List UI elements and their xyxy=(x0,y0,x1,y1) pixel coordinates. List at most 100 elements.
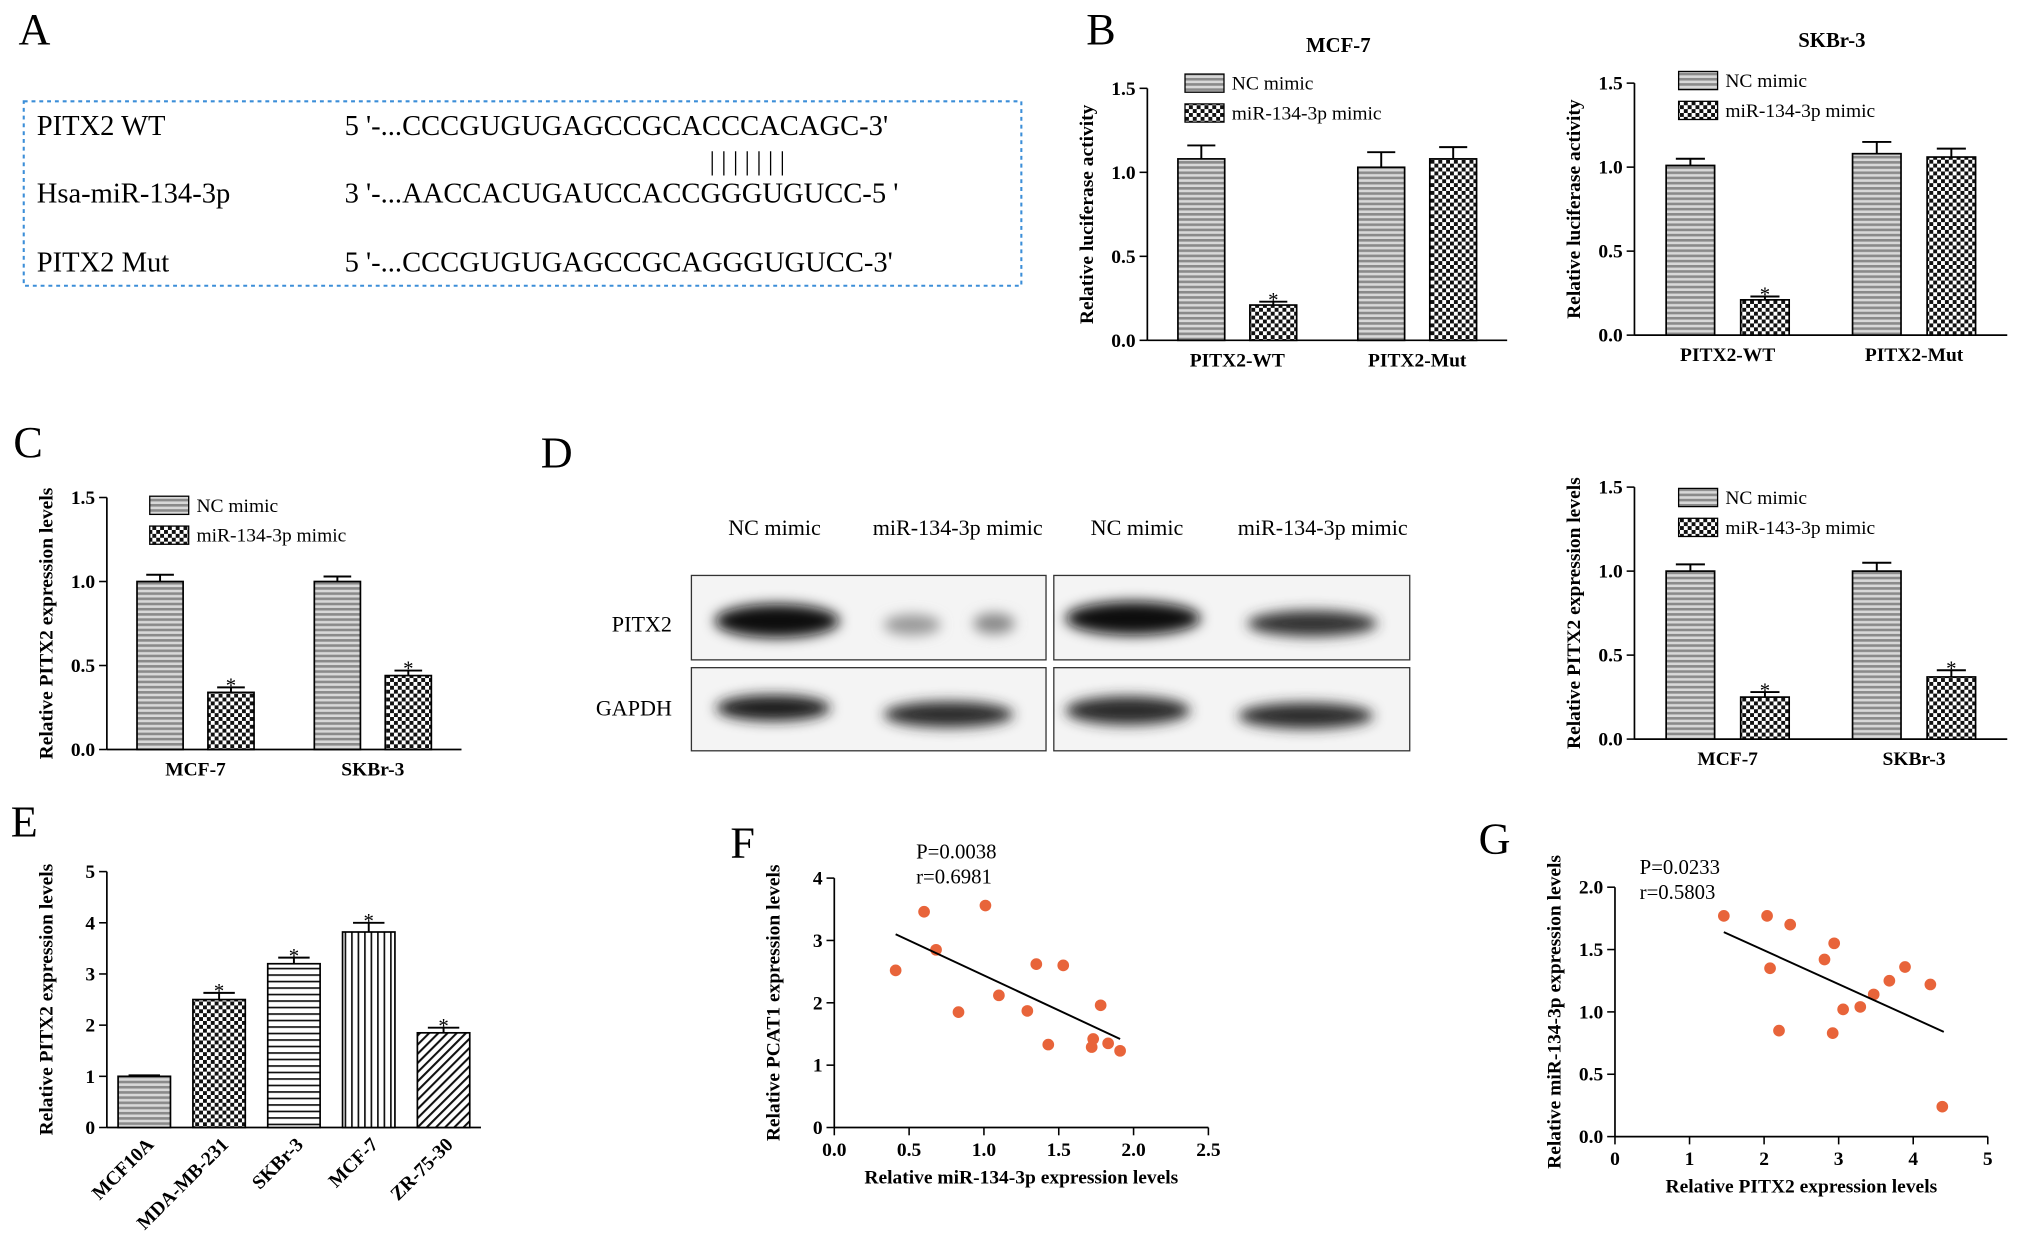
y-tick-label: 0.0 xyxy=(1598,326,1622,347)
y-tick-label: 0.0 xyxy=(71,740,95,761)
legend-label: miR-143-3p mimic xyxy=(1725,518,1875,539)
y-tick-label: 0.5 xyxy=(1111,247,1136,268)
bar xyxy=(1665,570,1716,740)
bar xyxy=(384,674,433,751)
legend-swatch xyxy=(1677,487,1719,508)
y-tick-label: 0 xyxy=(813,1118,823,1139)
blot-row-label: PITX2 xyxy=(612,611,672,636)
annotation: r=0.6981 xyxy=(916,865,992,888)
x-tick-label: 0.0 xyxy=(822,1140,846,1161)
x-tick-label: PITX2-Mut xyxy=(1368,350,1467,371)
band xyxy=(1247,610,1378,637)
point xyxy=(1717,910,1730,922)
significance-mark: * xyxy=(1946,657,1956,680)
y-axis-label: Relative PITX2 expression levels xyxy=(1564,477,1585,749)
y-tick-label: 1.5 xyxy=(1111,79,1136,100)
significance-mark: * xyxy=(289,945,299,968)
band xyxy=(1065,696,1191,725)
significance-mark: * xyxy=(1760,284,1770,307)
y-axis-label: Relative PITX2 expression levels xyxy=(36,487,57,759)
sequence-rows: PITX2 WT 5 '-...CCCGUGUGAGCCGCACCCACAGC-… xyxy=(37,111,899,278)
y-tick-label: 1.5 xyxy=(1598,478,1623,499)
sequence: 5 '-...CCCGUGUGAGCCGCACCCACAGC-3' xyxy=(345,111,889,142)
y-tick-label: 2 xyxy=(813,993,823,1014)
y-tick-label: 1.0 xyxy=(1579,1002,1603,1023)
annotation: P=0.0233 xyxy=(1640,856,1720,879)
x-tick-label: 4 xyxy=(1908,1149,1918,1170)
point xyxy=(993,989,1005,1002)
significance-mark: * xyxy=(214,980,224,1003)
point xyxy=(1826,1027,1839,1039)
significance-mark: * xyxy=(1268,289,1278,312)
lane-label: miR-134-3p mimic xyxy=(872,516,1043,541)
point xyxy=(1867,988,1880,1001)
band xyxy=(716,694,831,721)
x-tick-label: PITX2-WT xyxy=(1190,350,1285,371)
x-tick-label: SKBr-3 xyxy=(248,1134,308,1194)
sequence-name: Hsa-miR-134-3p xyxy=(37,179,231,210)
lane-label-box: miR-134-3p mimic xyxy=(872,516,1043,541)
x-tick-label: 3 xyxy=(1834,1149,1844,1170)
panel-label: F xyxy=(730,818,755,867)
legend-label: miR-134-3p mimic xyxy=(1232,104,1382,125)
chart: 0 1 2 3 4 5 Relative PITX2 expression levels MC… xyxy=(36,862,481,1234)
x-tick-label: 2.5 xyxy=(1196,1140,1221,1161)
lane-label-box: miR-134-3p mimic xyxy=(1238,517,1408,540)
y-tick-label: 0.0 xyxy=(1111,331,1135,352)
bar xyxy=(1428,158,1478,342)
y-tick-label: 4 xyxy=(813,869,823,890)
legend-label: NC mimic xyxy=(1725,71,1807,92)
point xyxy=(1761,910,1773,922)
legend-label: NC mimic xyxy=(197,496,279,517)
chart: 0.0 0.5 1.0 1.5 2.0 Relative miR-134-3p expre… xyxy=(1544,855,1992,1198)
y-tick-label: 2 xyxy=(85,1016,95,1037)
bar xyxy=(1851,152,1902,336)
x-tick-label: 1.5 xyxy=(1047,1140,1072,1161)
x-tick-label: MCF10A xyxy=(88,1134,158,1204)
pairing: | | | | | | | xyxy=(710,147,785,176)
x-axis-label: Relative miR-134-3p expression levels xyxy=(864,1167,1178,1188)
bar xyxy=(266,962,321,1129)
x-tick-label: 2.0 xyxy=(1121,1140,1145,1161)
band xyxy=(714,604,840,638)
x-tick-label: SKBr-3 xyxy=(1883,749,1946,770)
legend-swatch xyxy=(1677,70,1719,91)
point xyxy=(1042,1038,1055,1051)
x-tick-label: MCF-7 xyxy=(1697,749,1758,770)
bar xyxy=(136,580,184,751)
chart-title: SKBr-3 xyxy=(1798,29,1865,52)
significance-mark: * xyxy=(226,675,236,698)
chart: 0.0 0.5 1.0 1.5 Relative PITX2 expression le… xyxy=(1564,477,2008,770)
significance-mark: * xyxy=(438,1015,448,1038)
y-axis-label: Relative PCAT1 expression levels xyxy=(764,864,785,1141)
y-tick-label: 0.0 xyxy=(1598,730,1622,751)
x-tick-label: 0.5 xyxy=(897,1140,922,1161)
y-tick-label: 1.0 xyxy=(1598,158,1622,179)
y-tick-label: 3 xyxy=(813,931,823,952)
fit-line xyxy=(895,933,1121,1040)
lane-label-box: NC mimic xyxy=(728,517,821,540)
legend-swatch xyxy=(149,525,190,545)
point xyxy=(1818,953,1831,966)
point xyxy=(889,964,902,977)
point xyxy=(1924,978,1937,991)
significance-mark: * xyxy=(403,658,413,681)
x-tick-label: MCF-7 xyxy=(165,759,226,780)
lane-label-box: NC mimic xyxy=(1091,517,1184,540)
bar xyxy=(1665,164,1716,336)
chart: 0.0 0.5 1.0 1.5 Relative luciferase activity… xyxy=(1564,29,2008,366)
y-tick-label: 1.0 xyxy=(1111,163,1135,184)
legend-swatch xyxy=(1677,100,1719,121)
significance-mark: * xyxy=(1760,679,1770,702)
y-axis-label: Relative miR-134-3p expression levels xyxy=(1544,855,1565,1169)
y-axis-label: Relative luciferase activity xyxy=(1077,104,1098,324)
x-tick-label: PITX2-WT xyxy=(1680,345,1775,366)
point xyxy=(1114,1044,1126,1057)
bar xyxy=(1926,676,1977,740)
panel-label: G xyxy=(1479,814,1511,863)
y-tick-label: 1.5 xyxy=(71,488,96,509)
bar xyxy=(207,691,255,751)
y-tick-label: 0.5 xyxy=(1579,1065,1604,1086)
legend-swatch xyxy=(1677,517,1719,538)
